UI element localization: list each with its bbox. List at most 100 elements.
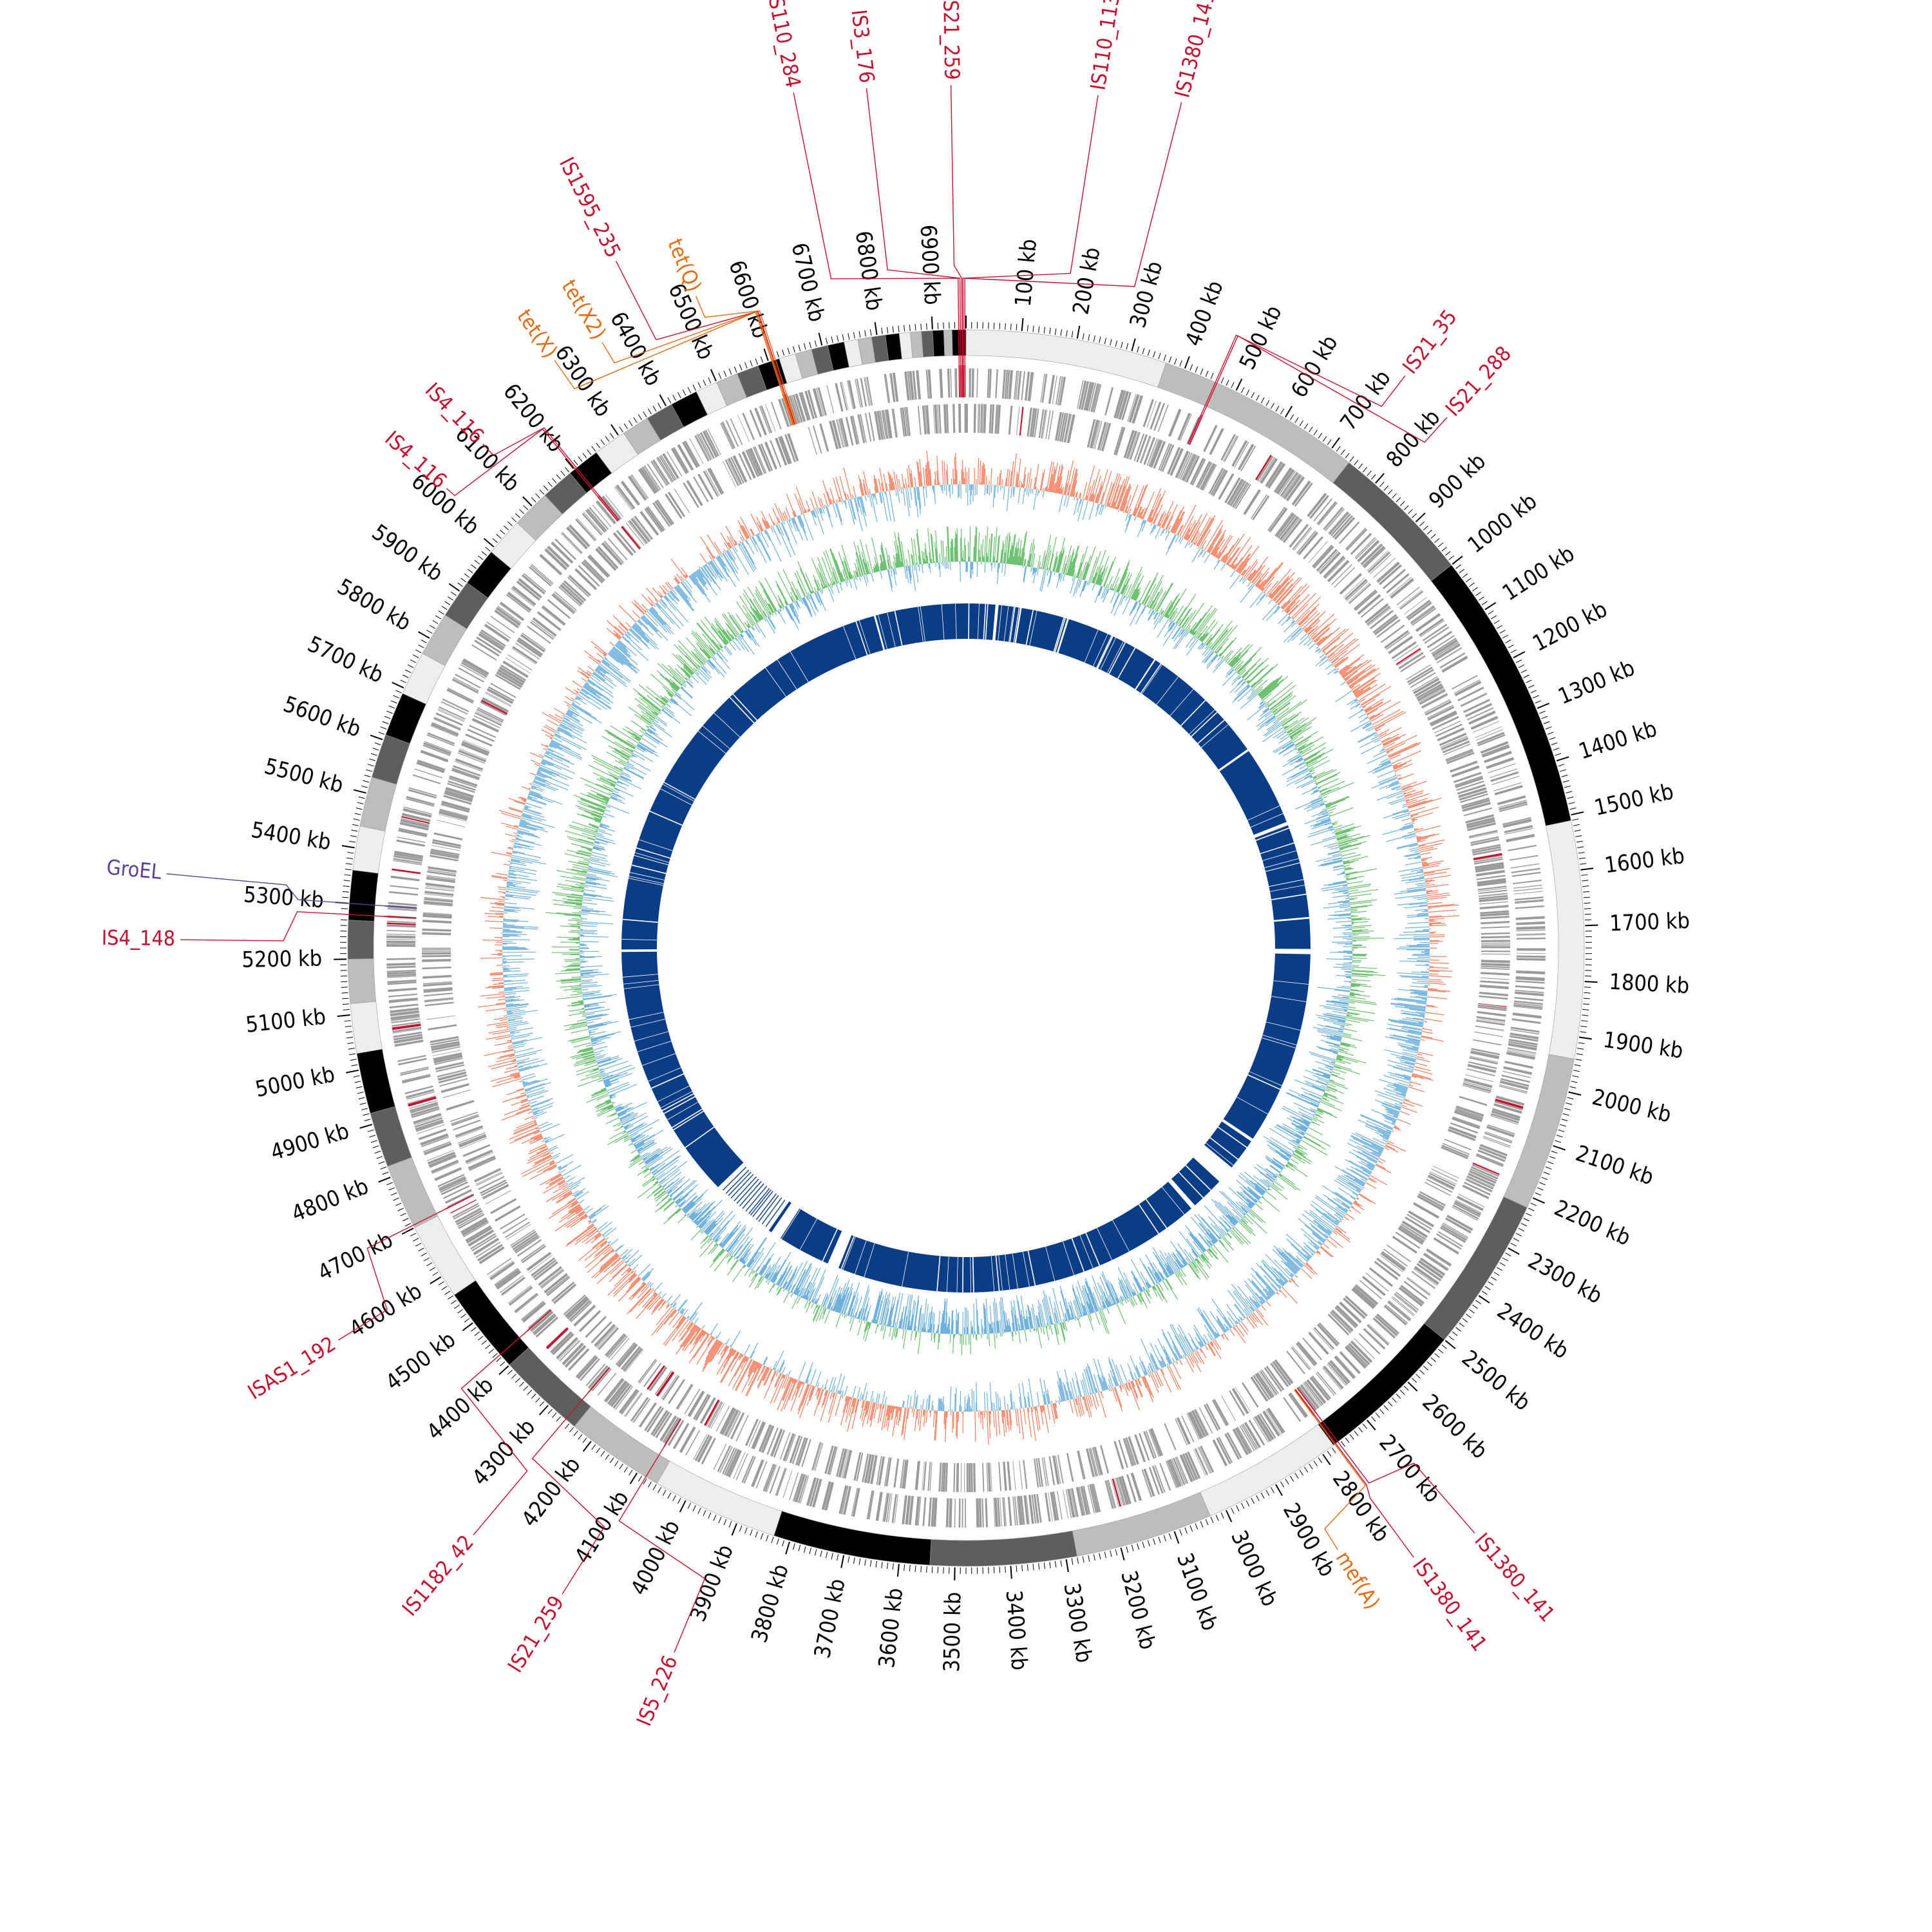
gene-bar [431,1159,459,1173]
homology-gap-line [658,1085,690,1103]
gene-bar [1316,1323,1339,1347]
gene-bar [401,813,431,822]
gene-bar [1139,1432,1150,1461]
gene-bar [1016,1496,1020,1526]
gene-bar [1063,413,1072,443]
gene-bar [1386,573,1410,594]
gene-bar [1508,1041,1538,1048]
tick-label: 6700 kb [786,240,829,325]
minor-tick [1289,414,1294,421]
minor-tick [1558,1129,1565,1132]
feature-marker [384,916,417,919]
minor-tick [354,813,361,815]
gene-bar [1078,1450,1086,1479]
minor-tick [421,1253,427,1256]
gene-bar [1107,1479,1117,1508]
minor-tick [1437,542,1444,547]
gene-bar [447,782,475,793]
gene-bar [775,1468,786,1496]
minor-tick [831,336,833,343]
minor-tick [1555,753,1562,756]
gene-bar [460,1217,488,1234]
homology-gap-line [894,611,903,646]
gene-bar [531,620,555,638]
gene-bar [1502,819,1532,828]
homology-gap-line [1200,1148,1229,1172]
gene-bar [495,607,521,627]
gene-bar [1410,605,1434,623]
gene-bar [1481,946,1510,949]
gene-bar [1470,715,1499,730]
gene-bar [737,415,750,442]
minor-tick [1303,423,1309,430]
gene-bar [1351,1288,1375,1309]
gene-bar [1204,1404,1219,1431]
gene-bar [1432,715,1459,730]
gene-bar [846,381,854,410]
minor-tick [1445,551,1451,556]
gene-bar [1193,1449,1206,1476]
minor-tick [1583,896,1590,898]
feature-label: ISAS1_192 [243,1331,340,1404]
minor-tick [1564,785,1571,788]
gene-bar [894,1494,898,1524]
gene-bar [1424,626,1450,644]
gene-bar [705,469,720,496]
feature-marker [1188,414,1202,445]
minor-tick [1583,1003,1590,1005]
gene-bar [531,1257,556,1276]
homology-gap-line [765,667,786,697]
gene-bar [406,1088,435,1099]
gene-bar [1007,1497,1012,1526]
gene-bar [923,405,927,435]
gene-bar [417,759,446,771]
minor-tick [1189,364,1193,371]
minor-tick [623,1466,629,1473]
gene-bar [1430,1171,1457,1185]
gene-bar [735,1414,749,1442]
tick-label: 1500 kb [1592,779,1676,821]
tick-label: 400 kb [1180,277,1229,350]
homology-gap-line [634,852,669,863]
gene-bar [1439,1226,1466,1244]
gene-bar [386,924,416,928]
homology-gap-line [1053,617,1065,652]
gene-bar [1477,732,1505,745]
minor-tick [341,992,348,994]
gene-bar [1015,370,1019,400]
gene-bar [1475,864,1504,871]
gene-bar [422,958,451,962]
major-tick [1331,437,1340,449]
homology-gap-line [918,607,923,642]
gene-bar [440,1083,469,1094]
gene-bar [1019,1460,1023,1490]
gene-bar [1399,1225,1425,1243]
gene-bar [490,683,516,698]
gene-bar [1106,1480,1115,1509]
minor-tick [858,1558,861,1565]
gene-bar [1396,1291,1419,1311]
feature-marker [783,394,795,426]
gene-bar [1278,471,1296,495]
gene-bar [1450,1122,1479,1134]
homology-gap-line [777,659,797,690]
minor-tick [723,1519,727,1526]
gene-bar [1298,531,1319,556]
minor-tick [341,981,348,983]
homology-gap-line [983,603,987,639]
tick-label: 3200 kb [1115,1568,1160,1653]
gene-bar [738,453,752,480]
homology-gap-line [990,1256,995,1292]
gene-bar [1470,1050,1500,1057]
homology-gap-line [887,612,896,647]
gene-bar [934,404,938,434]
minor-tick [350,1059,357,1061]
gene-bar [408,787,437,797]
gene-bar [620,480,641,506]
gene-bar [874,411,881,440]
homology-fragment [739,1180,762,1207]
feature-label: tet(X2) [556,276,611,344]
homology-gap-line [1117,647,1136,679]
minor-tick [1016,324,1018,331]
gene-bar [1277,514,1297,539]
